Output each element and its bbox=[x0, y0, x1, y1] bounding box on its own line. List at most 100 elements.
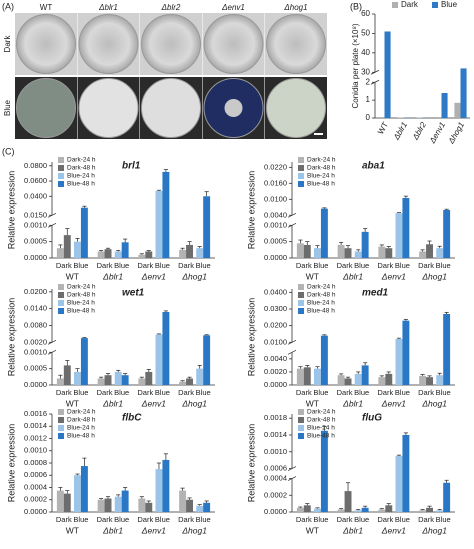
group-label: Δenv1 bbox=[427, 121, 447, 146]
y-tick-label: 0.0004 bbox=[264, 474, 287, 483]
subgroup-label: Blue bbox=[73, 388, 88, 397]
subgroup-label: Dark bbox=[137, 515, 153, 524]
y-tick-label: 1 bbox=[366, 95, 371, 104]
bar bbox=[138, 378, 146, 385]
legend-swatch bbox=[58, 425, 64, 431]
y-tick-label: 0.0002 bbox=[24, 495, 47, 504]
bar bbox=[296, 507, 304, 512]
bar bbox=[337, 375, 345, 385]
bar bbox=[296, 243, 304, 258]
bar bbox=[179, 381, 187, 385]
group-label: Δblr1 bbox=[102, 525, 123, 535]
bar bbox=[354, 510, 362, 512]
column-label: Δhog1 bbox=[283, 3, 307, 12]
bar bbox=[179, 249, 187, 258]
group-label: WT bbox=[306, 398, 319, 408]
bar bbox=[196, 248, 204, 258]
bar bbox=[378, 246, 386, 258]
legend-label: Blue-48 h bbox=[307, 433, 335, 440]
bar bbox=[121, 242, 129, 258]
chart-title: med1 bbox=[362, 288, 389, 299]
bar bbox=[196, 368, 204, 385]
bar bbox=[314, 248, 321, 258]
legend-label: Blue-24 h bbox=[67, 300, 95, 307]
y-tick-label: 0.0005 bbox=[264, 237, 287, 246]
chart-title: aba1 bbox=[362, 161, 385, 172]
legend-label: Dark-48 h bbox=[307, 165, 336, 172]
y-tick-label: 0.0140 bbox=[24, 304, 47, 313]
bar bbox=[203, 196, 211, 258]
bar bbox=[436, 375, 444, 385]
group-label: Δenv1 bbox=[381, 271, 406, 281]
y-tick-label: 0.0010 bbox=[264, 220, 287, 229]
y-tick-label: 0.0000 bbox=[24, 507, 47, 516]
legend-swatch bbox=[298, 417, 304, 423]
bar bbox=[344, 491, 352, 512]
bar bbox=[179, 490, 187, 512]
group-label: WT bbox=[66, 271, 79, 281]
bar bbox=[419, 375, 427, 385]
bar bbox=[385, 505, 393, 512]
y-tick-label: 0.0010 bbox=[24, 347, 47, 356]
group-label: Δenv1 bbox=[381, 525, 406, 535]
bar bbox=[337, 509, 345, 512]
plate bbox=[16, 14, 76, 74]
plate bbox=[16, 78, 76, 138]
bar bbox=[426, 507, 433, 512]
legend-swatch bbox=[298, 181, 304, 187]
subgroup-label: Dark bbox=[337, 515, 353, 524]
column-label: Δblr1 bbox=[98, 3, 118, 12]
subgroup-label: Blue bbox=[436, 388, 451, 397]
y-tick-label: 50 bbox=[361, 29, 370, 38]
bar bbox=[320, 430, 328, 512]
bar bbox=[56, 490, 64, 512]
legend-label: Blue-48 h bbox=[307, 181, 335, 188]
y-tick-label: 0.0040 bbox=[264, 354, 287, 363]
bar bbox=[186, 378, 193, 385]
y-tick-label: 0.0000 bbox=[264, 507, 287, 516]
bar bbox=[186, 244, 193, 258]
y-tick-label: 30 bbox=[361, 67, 370, 76]
legend-label: Dark-24 h bbox=[67, 409, 96, 416]
y-tick-label: 0.0000 bbox=[24, 380, 47, 389]
row-label: Dark bbox=[3, 35, 12, 53]
subgroup-label: Dark bbox=[56, 261, 72, 270]
subgroup-label: Dark bbox=[97, 515, 113, 524]
group-label: Δblr1 bbox=[342, 398, 363, 408]
bar bbox=[114, 496, 122, 512]
legend-label: Dark-24 h bbox=[67, 284, 96, 291]
column-label: Δblr2 bbox=[161, 3, 181, 12]
plate bbox=[141, 14, 201, 74]
legend-swatch bbox=[58, 433, 64, 439]
bar bbox=[56, 378, 64, 385]
legend-label: Blue-24 h bbox=[307, 300, 335, 307]
axis-break bbox=[287, 349, 297, 355]
bar bbox=[426, 244, 433, 258]
bar bbox=[402, 320, 410, 385]
group-label: Δenv1 bbox=[141, 398, 166, 408]
bar bbox=[435, 117, 442, 118]
chart-title: flbC bbox=[122, 413, 142, 424]
bar bbox=[74, 475, 81, 512]
legend-swatch bbox=[58, 300, 64, 306]
bar bbox=[378, 377, 386, 385]
y-tick-label: 0.0012 bbox=[24, 433, 47, 442]
bar bbox=[395, 455, 403, 512]
group-label: Δenv1 bbox=[381, 398, 406, 408]
group-label: Δblr1 bbox=[102, 398, 123, 408]
y-axis-label: Conidia per plate (×10⁸) bbox=[351, 23, 360, 108]
subgroup-label: Dark bbox=[418, 388, 434, 397]
group-label: Δhog1 bbox=[446, 121, 466, 146]
panel-label: (A) bbox=[2, 1, 14, 11]
bar bbox=[162, 171, 170, 258]
y-tick-label: 0.0400 bbox=[24, 191, 47, 200]
y-tick-label: 0.0014 bbox=[264, 430, 287, 439]
row-label: Blue bbox=[3, 99, 12, 116]
group-label: WT bbox=[376, 120, 390, 135]
bar bbox=[337, 244, 345, 258]
bar bbox=[145, 251, 153, 258]
y-axis-label: Relative expression bbox=[246, 424, 256, 503]
plate bbox=[78, 78, 139, 138]
y-tick-label: 0.0014 bbox=[24, 421, 47, 430]
